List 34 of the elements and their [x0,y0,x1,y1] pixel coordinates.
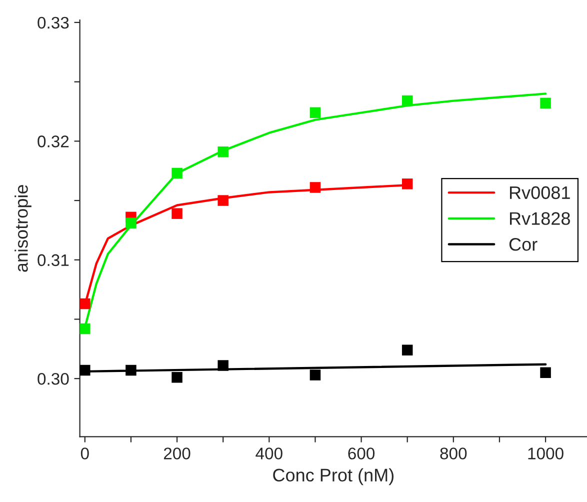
point [310,182,321,193]
point [540,367,551,378]
point [126,364,136,376]
y-axis-title: anisotropie [14,185,32,272]
point [80,364,90,376]
point [126,218,136,228]
point [80,323,90,334]
legend-label: Rv0081 [510,186,570,200]
point [310,107,321,118]
x-axis-title: Conc Prot (nM) [273,468,394,486]
point [402,344,413,356]
y-tick-label: 0.31 [38,254,69,266]
y-tick-label: 0.32 [38,136,69,148]
point [218,360,228,371]
x-tick-label: 600 [348,448,375,460]
point [172,208,182,219]
x-tick-label: 200 [164,448,190,460]
x-tick-label: 400 [256,448,282,460]
point [402,95,413,106]
point [310,370,321,380]
point [172,168,182,179]
point [80,298,90,310]
point [172,372,182,383]
x-tick-label: 800 [440,448,467,460]
y-tick-label: 0.33 [38,16,69,29]
x-tick-label: 1000 [528,448,564,460]
point [402,178,413,190]
legend-label: Rv1828 [510,212,570,225]
point [218,195,228,206]
legend-label: Cor [509,238,538,251]
y-tick-label: 0.30 [38,372,69,385]
point [540,98,551,109]
point [218,146,228,158]
x-tick-label: 0 [80,448,89,460]
